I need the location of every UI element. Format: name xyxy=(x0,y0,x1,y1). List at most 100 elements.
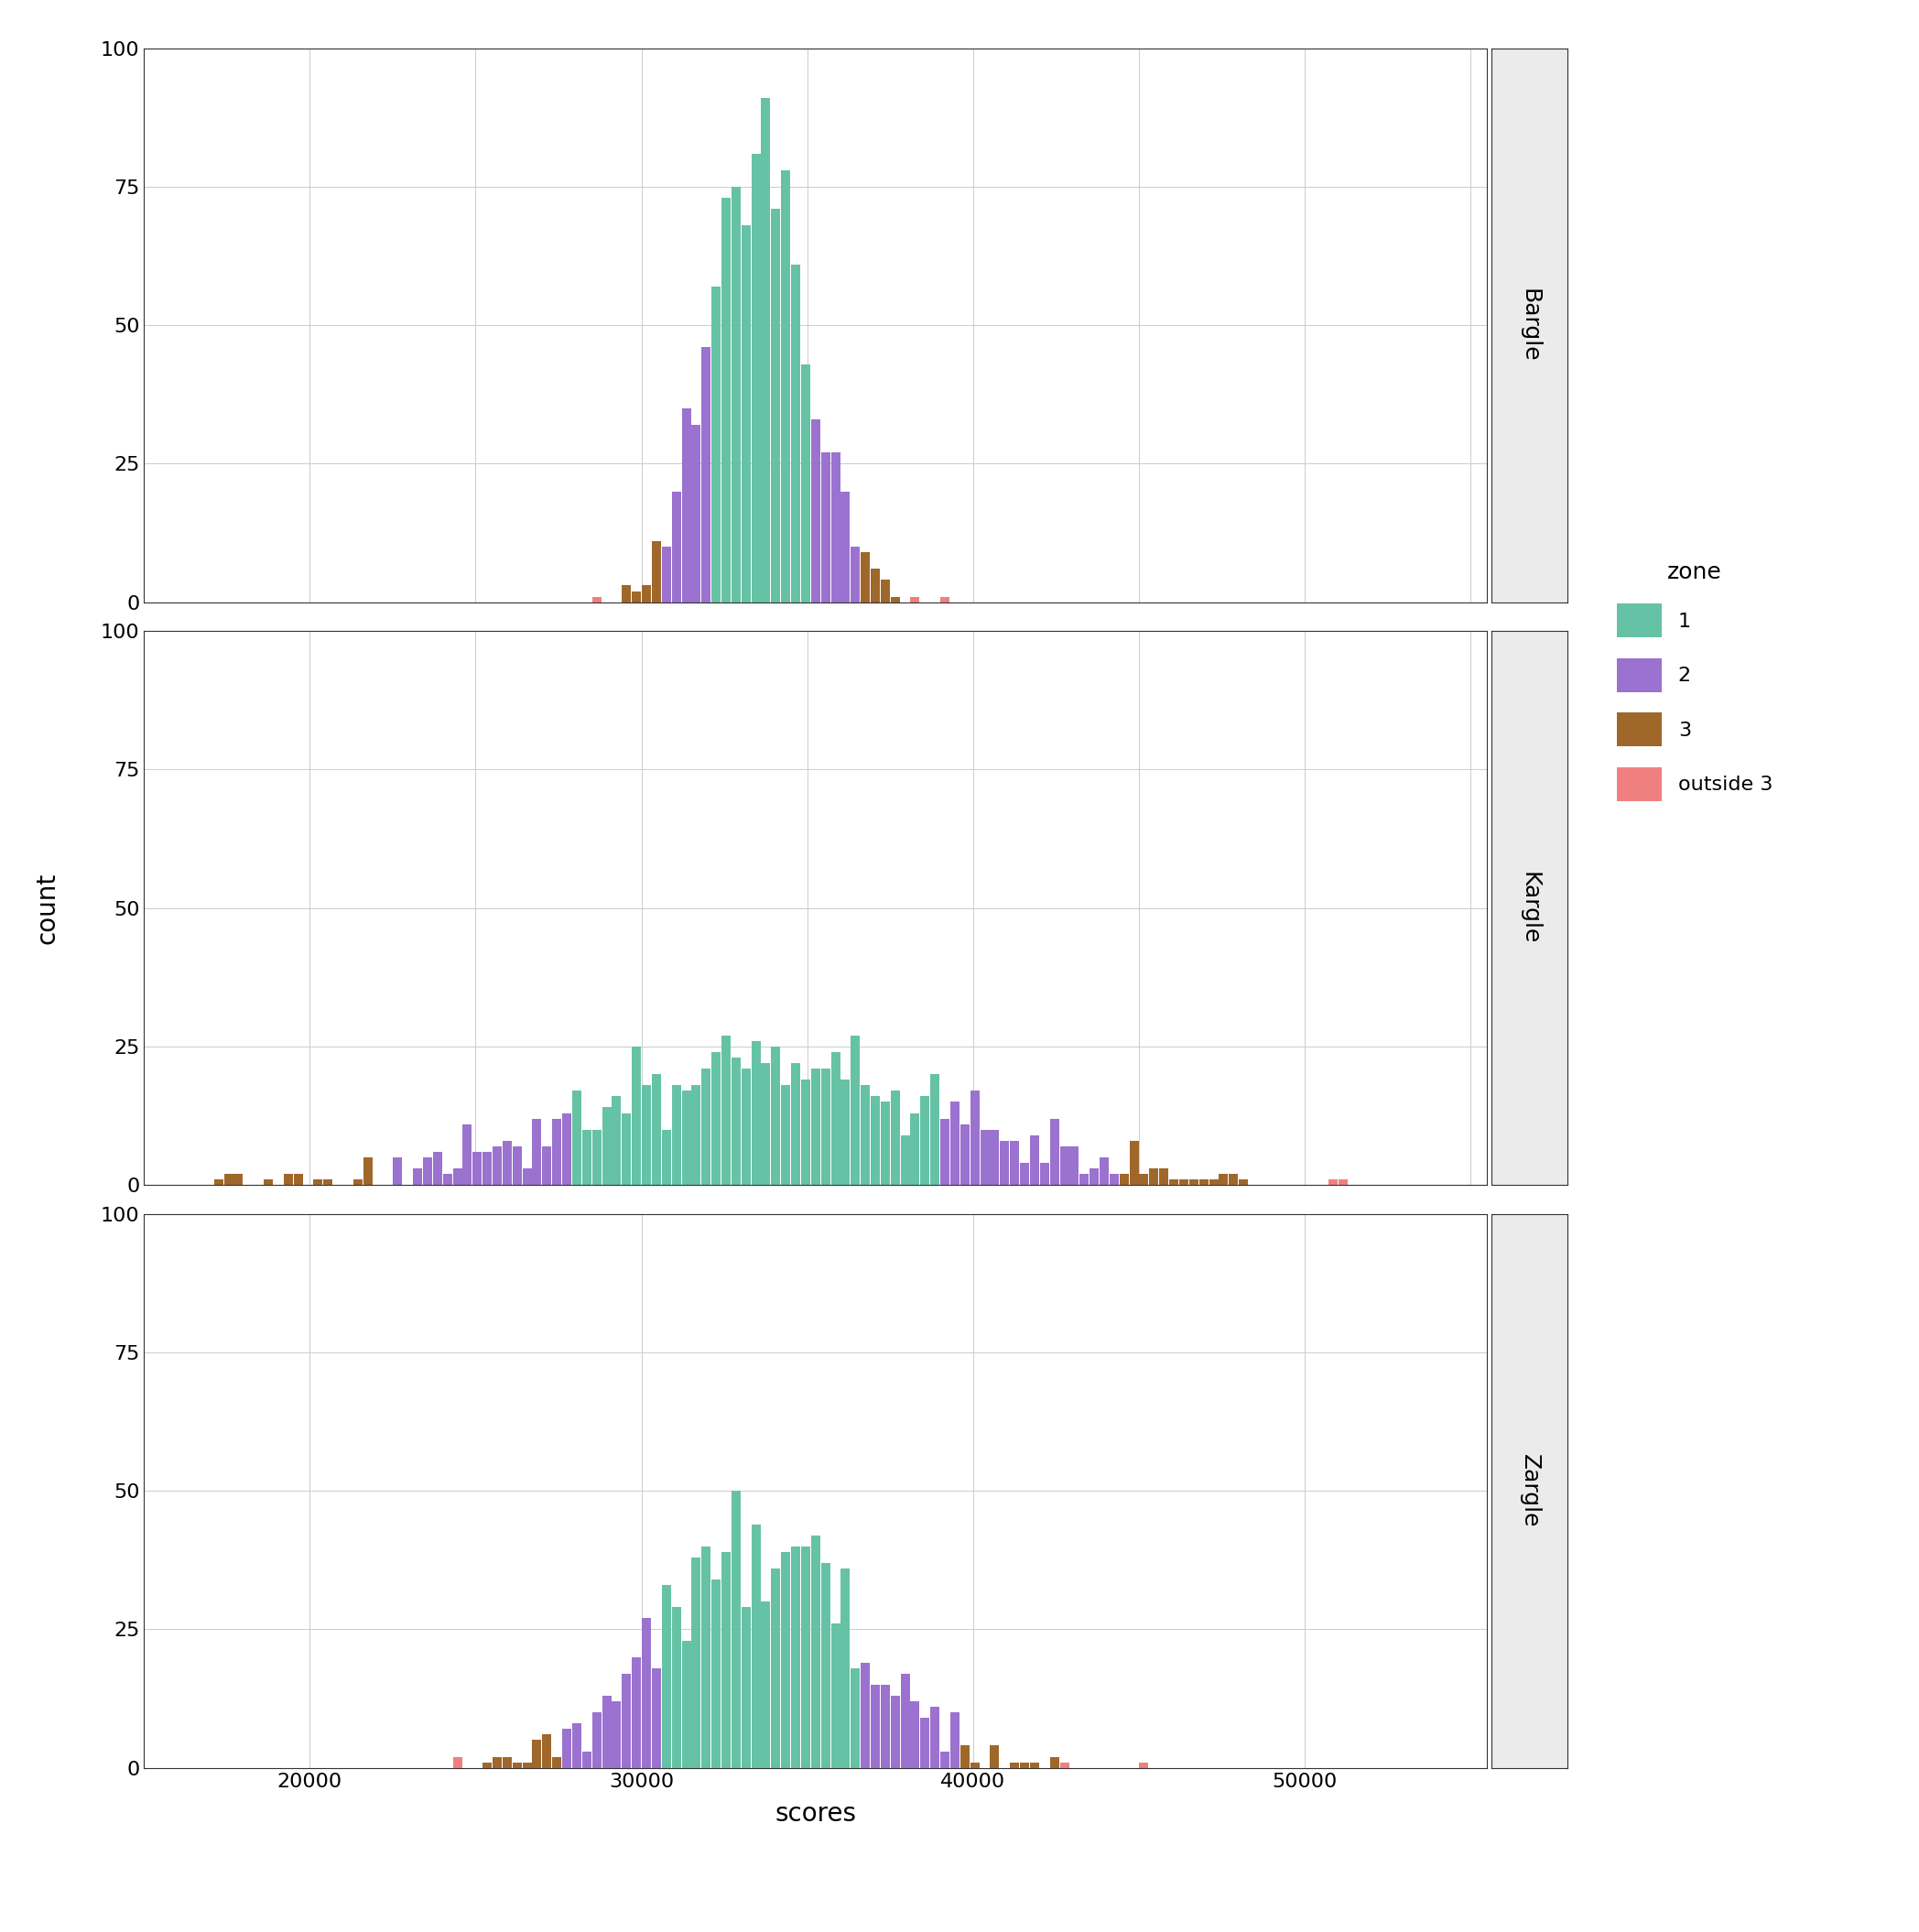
Bar xyxy=(691,1086,700,1184)
Bar xyxy=(493,1756,501,1768)
Bar xyxy=(850,1036,860,1184)
Bar xyxy=(672,1086,681,1184)
Bar xyxy=(940,1750,950,1768)
Bar xyxy=(572,1723,581,1768)
Bar xyxy=(762,1063,770,1184)
Bar xyxy=(313,1179,322,1184)
Bar xyxy=(641,585,651,603)
Bar xyxy=(522,1762,532,1768)
Bar xyxy=(722,1551,731,1768)
Bar xyxy=(981,1130,990,1184)
Bar xyxy=(931,1074,940,1184)
Bar xyxy=(512,1762,522,1768)
Bar xyxy=(900,1673,910,1768)
Bar xyxy=(910,597,919,603)
Bar xyxy=(990,1747,1000,1768)
Bar xyxy=(940,597,950,603)
Text: count: count xyxy=(35,871,59,945)
Bar xyxy=(752,1041,760,1184)
Bar xyxy=(434,1151,441,1184)
Bar xyxy=(821,1563,831,1768)
Bar xyxy=(581,1750,591,1768)
Bar xyxy=(940,1119,950,1184)
Bar xyxy=(603,1107,610,1184)
Bar xyxy=(890,597,900,603)
Bar xyxy=(950,1712,960,1768)
Bar xyxy=(603,1696,610,1768)
Text: Zargle: Zargle xyxy=(1518,1455,1541,1528)
Bar xyxy=(662,547,672,603)
Bar xyxy=(771,1569,781,1768)
Bar xyxy=(672,491,681,603)
Bar xyxy=(1219,1175,1228,1184)
Bar xyxy=(771,209,781,603)
Bar xyxy=(484,1151,491,1184)
Bar xyxy=(1059,1762,1069,1768)
Bar xyxy=(862,553,869,603)
Bar xyxy=(641,1619,651,1768)
Bar xyxy=(593,1130,601,1184)
Bar xyxy=(931,1706,940,1768)
Bar xyxy=(702,348,710,603)
Bar xyxy=(622,585,631,603)
Bar xyxy=(503,1140,512,1184)
Bar xyxy=(662,1130,672,1184)
Bar xyxy=(831,452,841,603)
Bar xyxy=(631,1047,641,1184)
Bar xyxy=(631,591,641,603)
Bar xyxy=(215,1179,223,1184)
Bar xyxy=(294,1175,303,1184)
Bar xyxy=(641,1086,651,1184)
Bar xyxy=(543,1146,551,1184)
Bar xyxy=(1140,1762,1148,1768)
Bar xyxy=(841,1080,850,1184)
Bar xyxy=(812,419,819,603)
Bar xyxy=(1021,1163,1029,1184)
Bar xyxy=(681,408,691,603)
Bar xyxy=(1050,1756,1059,1768)
Bar xyxy=(503,1756,512,1768)
Bar xyxy=(850,547,860,603)
Bar xyxy=(553,1119,562,1184)
Bar xyxy=(1031,1762,1038,1768)
Bar xyxy=(990,1130,1000,1184)
Bar xyxy=(413,1169,422,1184)
Bar xyxy=(631,1658,641,1768)
Bar xyxy=(493,1146,501,1184)
Bar xyxy=(841,491,850,603)
Bar xyxy=(791,1063,800,1184)
Bar xyxy=(532,1741,541,1768)
Bar xyxy=(363,1157,372,1184)
Bar xyxy=(453,1756,462,1768)
Bar xyxy=(841,1569,850,1768)
Bar xyxy=(702,1068,710,1184)
Bar xyxy=(1140,1175,1148,1184)
Bar xyxy=(1021,1762,1029,1768)
Bar xyxy=(921,1095,929,1184)
Bar xyxy=(741,1607,750,1768)
Bar xyxy=(1119,1175,1128,1184)
Bar xyxy=(731,1057,741,1184)
Bar xyxy=(781,1086,791,1184)
Bar xyxy=(652,1074,660,1184)
Bar xyxy=(652,1667,660,1768)
Bar xyxy=(1100,1157,1109,1184)
Bar xyxy=(921,1718,929,1768)
Bar xyxy=(821,1068,831,1184)
Bar xyxy=(1199,1179,1209,1184)
Bar xyxy=(890,1092,900,1184)
Bar xyxy=(910,1702,919,1768)
Bar xyxy=(225,1175,232,1184)
Bar xyxy=(581,1130,591,1184)
Bar xyxy=(762,99,770,603)
Bar xyxy=(950,1101,960,1184)
Bar xyxy=(862,1086,869,1184)
Bar xyxy=(1169,1179,1178,1184)
X-axis label: scores: scores xyxy=(775,1801,856,1826)
Bar xyxy=(1338,1179,1347,1184)
Bar xyxy=(453,1169,462,1184)
Bar xyxy=(821,452,831,603)
Bar xyxy=(1059,1146,1069,1184)
Bar xyxy=(971,1092,979,1184)
Bar xyxy=(781,1551,791,1768)
